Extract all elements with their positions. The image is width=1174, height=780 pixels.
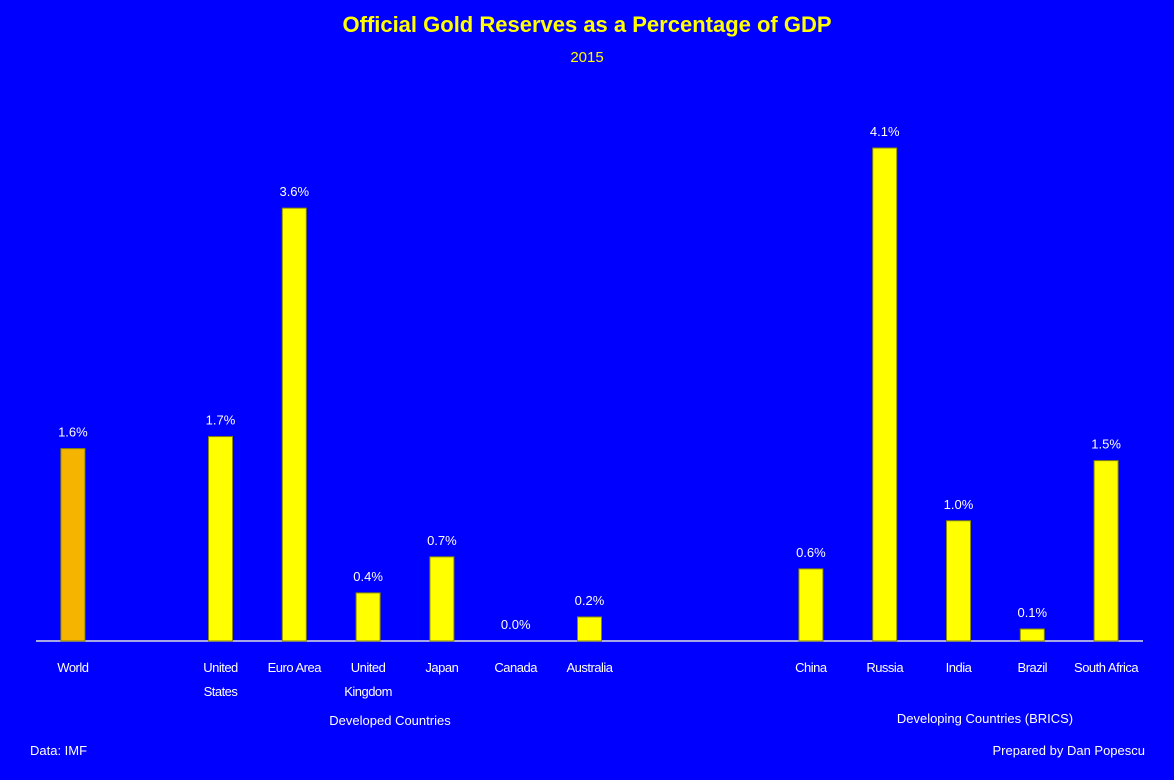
bar [1093,460,1119,642]
bar [798,568,824,642]
bar [946,520,971,642]
group-label: Developing Countries (BRICS) [897,711,1073,726]
x-tick-label: India [945,660,972,675]
bar [577,616,602,642]
bar [872,147,898,642]
data-label: 4.1% [870,124,900,139]
bar [1019,628,1045,642]
data-label: 1.7% [206,413,236,428]
credit: Prepared by Dan Popescu [993,743,1145,758]
x-tick-label: Russia [866,660,904,675]
bar [281,207,307,642]
x-tick-label: United States [203,660,238,699]
source: Data: IMF [30,743,87,758]
data-label: 0.4% [353,569,383,584]
data-label: 0.0% [501,617,531,632]
bar [60,448,86,642]
data-label: 0.6% [796,545,826,560]
x-tick-label: China [795,660,827,675]
x-tick-label: Japan [425,660,459,675]
group-label: Developed Countries [329,713,451,728]
data-label: 3.6% [279,184,309,199]
chart-title: Official Gold Reserves as a Percentage o… [342,12,831,37]
x-tick-label: United Kingdom [344,660,392,699]
data-label: 0.1% [1017,605,1047,620]
x-tick-label: Australia [566,660,613,675]
bar [208,436,233,642]
data-label: 1.0% [944,497,974,512]
x-tick-label: World [57,660,89,675]
chart-subtitle: 2015 [570,49,603,66]
x-tick-label: South Africa [1074,660,1139,675]
data-label: 0.2% [575,593,605,608]
bar [355,592,381,642]
x-tick-label: Brazil [1017,660,1048,675]
data-label: 1.5% [1091,437,1121,452]
data-label: 1.6% [58,425,88,440]
bar [429,556,455,642]
x-tick-label: Canada [494,660,537,675]
data-label: 0.7% [427,533,457,548]
x-tick-label: Euro Area [267,660,322,675]
